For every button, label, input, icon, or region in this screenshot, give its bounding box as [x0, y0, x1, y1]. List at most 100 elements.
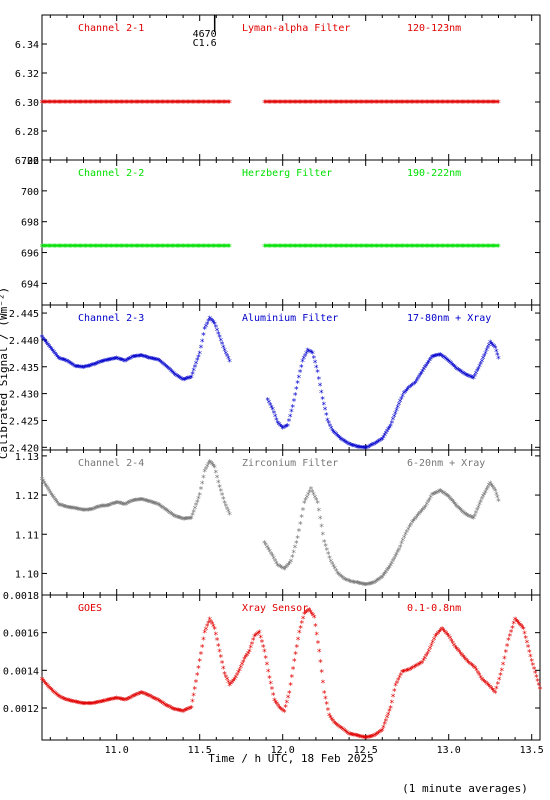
data-point: *	[465, 658, 470, 668]
data-point: *	[185, 99, 190, 109]
data-point: *	[75, 364, 80, 374]
data-point: *	[463, 99, 468, 109]
data-point: *	[333, 431, 338, 441]
data-point: *	[277, 704, 282, 714]
data-point: *	[431, 353, 436, 363]
data-point: *	[280, 707, 285, 717]
data-point: *	[265, 397, 270, 407]
data-point: *	[257, 629, 262, 639]
data-point: *	[226, 679, 231, 689]
data-point: *	[57, 99, 62, 109]
data-point: *	[473, 370, 478, 380]
data-point: *	[167, 243, 172, 253]
data-point: *	[60, 99, 65, 109]
data-point: *	[99, 99, 104, 109]
data-point: *	[425, 361, 430, 371]
data-point: *	[44, 682, 49, 692]
data-point: *	[303, 609, 308, 619]
data-point: *	[455, 647, 460, 657]
data-point: *	[283, 99, 288, 109]
data-point: *	[211, 319, 216, 329]
data-point: *	[80, 700, 85, 710]
data-point: *	[72, 699, 77, 709]
data-point: *	[74, 99, 79, 109]
data-point: *	[149, 99, 154, 109]
data-point: *	[106, 503, 111, 513]
data-point: *	[455, 99, 460, 109]
data-point: *	[330, 99, 335, 109]
data-point: *	[410, 243, 415, 253]
data-point: *	[409, 665, 414, 675]
data-point: *	[72, 99, 77, 109]
data-point: *	[154, 696, 159, 706]
data-point: *	[95, 360, 100, 370]
y-tick-label: 2.425	[9, 416, 39, 427]
y-tick-label: 2.430	[9, 390, 39, 401]
data-point: *	[472, 99, 477, 109]
data-point: *	[352, 443, 357, 453]
data-point: *	[147, 499, 152, 509]
data-point: *	[48, 243, 53, 253]
data-point: *	[58, 356, 63, 366]
data-point: *	[161, 243, 166, 253]
data-point: *	[493, 99, 498, 109]
data-point: *	[188, 243, 193, 253]
data-point: *	[368, 734, 373, 744]
data-point: *	[167, 99, 172, 109]
data-point: *	[361, 581, 366, 591]
data-point: *	[195, 243, 200, 253]
data-point: *	[242, 656, 247, 666]
data-point: *	[172, 706, 177, 716]
data-point: *	[397, 99, 402, 109]
data-point: *	[139, 353, 144, 363]
data-point: *	[302, 610, 307, 620]
data-point: *	[139, 243, 144, 253]
data-point: *	[453, 502, 458, 512]
data-point: *	[52, 243, 57, 253]
data-point: *	[450, 498, 455, 508]
data-point: *	[346, 441, 351, 451]
data-point: *	[495, 680, 500, 690]
data-point: *	[146, 355, 151, 365]
data-point: *	[100, 99, 105, 109]
data-point: *	[196, 243, 201, 253]
data-point: *	[440, 489, 445, 499]
data-point: *	[344, 243, 349, 253]
data-point: *	[458, 243, 463, 253]
data-point: *	[435, 352, 440, 362]
y-tick-label: 6.30	[15, 98, 39, 109]
data-point: *	[403, 668, 408, 678]
data-point: *	[172, 371, 177, 381]
data-point: *	[132, 353, 137, 363]
data-point: *	[304, 608, 309, 618]
data-point: *	[184, 516, 189, 526]
data-point: *	[85, 99, 90, 109]
data-point: *	[170, 99, 175, 109]
data-point: *	[142, 497, 147, 507]
data-point: *	[69, 698, 74, 708]
data-point: *	[91, 506, 96, 516]
data-point: *	[473, 99, 478, 109]
data-point: *	[312, 359, 317, 369]
data-point: *	[188, 515, 193, 525]
data-point: *	[480, 99, 485, 109]
data-point: *	[325, 99, 330, 109]
data-point: *	[495, 352, 500, 362]
data-point: *	[401, 243, 406, 253]
data-point: *	[174, 373, 179, 383]
data-point: *	[404, 99, 409, 109]
data-point: *	[59, 356, 64, 366]
data-point: *	[396, 99, 401, 109]
data-point: *	[351, 732, 356, 742]
data-point: *	[407, 384, 412, 394]
data-point: *	[399, 540, 404, 550]
data-point: *	[76, 506, 81, 516]
data-point: *	[262, 243, 267, 253]
data-point: *	[319, 243, 324, 253]
data-point: *	[357, 444, 362, 454]
data-point: *	[307, 488, 312, 498]
data-point: *	[190, 99, 195, 109]
data-point: *	[219, 492, 224, 502]
data-point: *	[62, 99, 67, 109]
data-point: *	[398, 543, 403, 553]
